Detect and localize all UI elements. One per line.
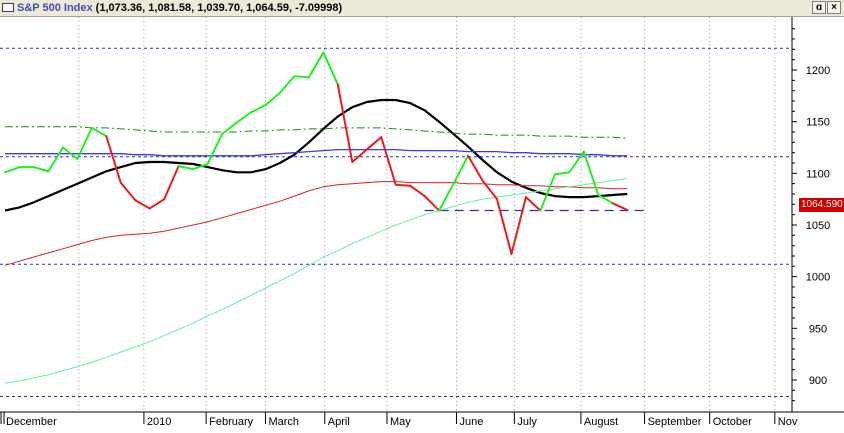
price-segment [249, 104, 267, 114]
window-title: S&P 500 Index (1,073.36, 1,081.58, 1,039… [17, 1, 342, 15]
price-segment [539, 173, 556, 212]
price-segment [221, 121, 238, 136]
y-tick-label: 1200 [806, 65, 830, 77]
x-tick-label: Nov [778, 416, 798, 428]
x-tick-label: August [584, 416, 618, 428]
price-segment [582, 150, 600, 197]
price-segment [264, 91, 281, 107]
price-segment [423, 195, 441, 212]
price-segment [32, 166, 50, 173]
price-segment [293, 75, 310, 79]
moving-averages [4, 98, 628, 384]
price-segment [47, 146, 64, 173]
x-tick-label: July [517, 416, 537, 428]
y-tick-label: 950 [809, 323, 827, 335]
price-segment [409, 184, 426, 198]
price-segment [524, 196, 542, 212]
price-segment [611, 202, 629, 211]
price-segment [568, 150, 585, 174]
price-segment [510, 196, 527, 255]
price-segment [206, 133, 224, 166]
price-segment [76, 126, 93, 160]
x-tick-label: December [6, 416, 57, 428]
price-segment [105, 135, 122, 184]
price-segment [336, 83, 354, 163]
price-segment [163, 165, 180, 201]
price-segment [148, 198, 166, 210]
price-segment [394, 183, 412, 187]
y-tick-label: 1100 [806, 168, 830, 180]
price-segment [4, 166, 21, 174]
x-tick-label: March [268, 416, 299, 428]
price-segment [177, 165, 195, 171]
price-chart: 900 950 1000 1050 1100 1150 1200 December 2010 F… [0, 17, 844, 428]
y-tick-label: 900 [809, 375, 827, 387]
x-tick-label: May [390, 416, 411, 428]
x-tick-label: April [328, 416, 350, 428]
price-segment [61, 146, 79, 160]
price-segment [380, 136, 397, 186]
price-segment [278, 75, 296, 94]
x-tick-label: February [209, 416, 254, 428]
last-price-badge: 1064.590 [799, 198, 844, 212]
price-segment [553, 171, 571, 176]
horizontal-levels [0, 47, 792, 398]
y-tick-label: 1150 [806, 117, 830, 129]
x-tick-label: June [459, 416, 483, 428]
price-segment [307, 51, 325, 79]
moving-average-green_dashdot [5, 126, 628, 139]
price-segment [597, 194, 614, 205]
x-tick-label: October [713, 416, 752, 428]
y-tick-label: 1050 [806, 220, 830, 232]
window-icon [2, 3, 14, 12]
x-tick-label: 2010 [147, 416, 171, 428]
price-segment [365, 136, 383, 151]
title-bar[interactable]: S&P 500 Index (1,073.36, 1,081.58, 1,039… [0, 0, 844, 17]
price-segment [235, 111, 252, 124]
x-tick-label: September [648, 416, 702, 428]
price-segment [351, 148, 368, 163]
title-symbol: S&P 500 Index [17, 2, 93, 14]
price-line [4, 51, 629, 255]
price-segment [467, 154, 484, 182]
y-tick-label: 1000 [806, 272, 830, 284]
price-segment [481, 179, 498, 201]
restore-icon[interactable]: ɑ [812, 1, 826, 14]
price-segment [192, 163, 209, 171]
moving-average-black [4, 98, 628, 212]
title-values: (1,073.36, 1,081.58, 1,039.70, 1,064.59,… [92, 2, 343, 14]
moving-average-light [4, 178, 628, 384]
price-segment [495, 198, 513, 255]
price-segment [90, 126, 108, 138]
price-segment [438, 182, 455, 212]
price-segment [322, 51, 339, 86]
moving-average-blue [5, 148, 628, 157]
x-axis: December 2010 February March April May June Jul… [0, 412, 798, 428]
moving-average-red [4, 181, 628, 266]
close-icon[interactable]: × [827, 1, 841, 14]
price-segment [452, 154, 470, 185]
price-segment [134, 199, 151, 210]
price-segment [119, 181, 137, 202]
y-axis: 900 950 1000 1050 1100 1150 1200 [0, 17, 844, 413]
